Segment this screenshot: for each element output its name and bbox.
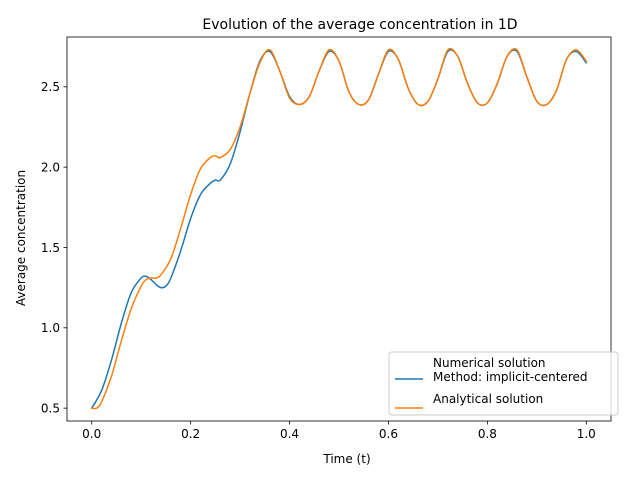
y-tick-label: 1.5 xyxy=(41,241,60,255)
legend-box xyxy=(388,351,619,416)
x-tick-label: 0.0 xyxy=(82,427,101,441)
x-tick-label: 1.0 xyxy=(577,427,596,441)
x-tick-label: 0.8 xyxy=(478,427,497,441)
x-axis-label: Time (t) xyxy=(322,452,370,466)
series-line-1 xyxy=(90,47,588,410)
legend: Numerical solution Method: implicit-cente… xyxy=(388,351,619,416)
y-tick-label: 0.5 xyxy=(41,401,60,415)
legend-label-0: Numerical solution Method: implicit-cente… xyxy=(433,356,587,384)
y-axis-label: Average concentration xyxy=(14,170,28,306)
plot-frame xyxy=(66,36,612,422)
chart-title: Evolution of the average concentration i… xyxy=(202,17,517,33)
legend-label-1: Analytical solution xyxy=(433,392,543,406)
axis-ticks: 0.0 0.2 0.4 0.6 0.8 1.0 0.5 1.0 1.5 2.0 2.5 xyxy=(41,80,596,441)
plot-lines xyxy=(90,47,588,410)
y-tick-label: 2.0 xyxy=(41,160,60,174)
x-tick-label: 0.2 xyxy=(181,427,200,441)
y-tick-label: 1.0 xyxy=(41,321,60,335)
x-tick-label: 0.6 xyxy=(379,427,398,441)
y-tick-label: 2.5 xyxy=(41,80,60,94)
x-tick-label: 0.4 xyxy=(280,427,299,441)
